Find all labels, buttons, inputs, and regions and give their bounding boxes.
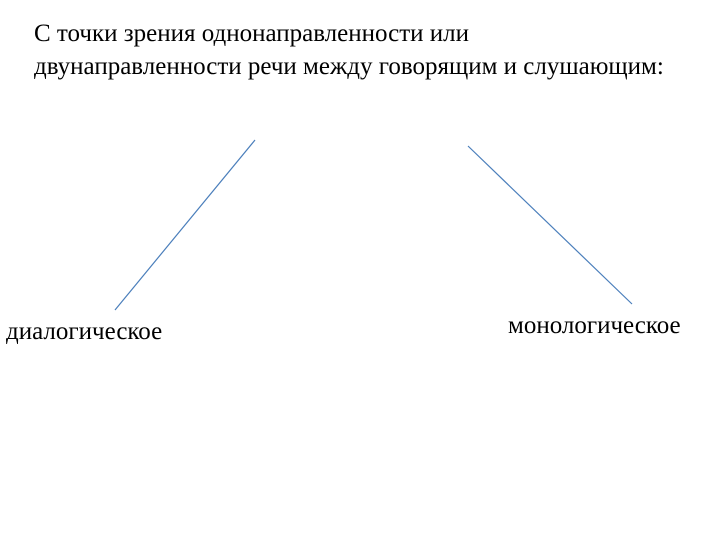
branch-label-left: диалогическое bbox=[6, 318, 162, 346]
branch-label-right: монологическое bbox=[508, 312, 681, 340]
line-left bbox=[115, 140, 255, 310]
line-right bbox=[468, 146, 632, 304]
diagram-heading: С точки зрения однонаправленности или дв… bbox=[34, 18, 674, 83]
